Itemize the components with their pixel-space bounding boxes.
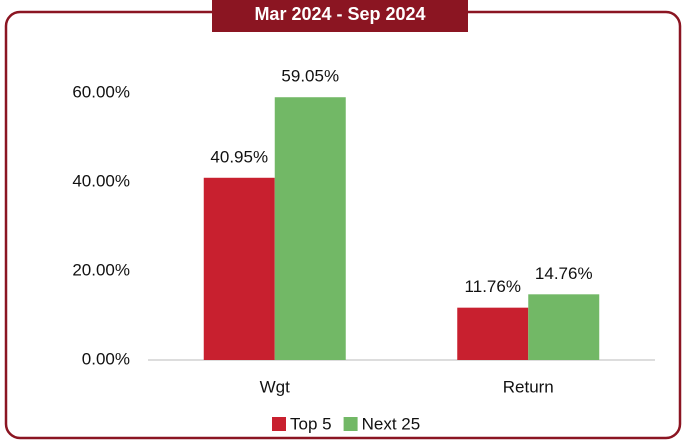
y-tick-label: 40.00%	[72, 171, 130, 190]
bar	[528, 294, 599, 360]
y-tick-label: 60.00%	[72, 82, 130, 101]
value-label: 11.76%	[465, 277, 521, 296]
legend-label: Top 5	[290, 414, 332, 433]
y-tick-label: 0.00%	[82, 349, 130, 368]
x-tick-label: Wgt	[260, 377, 291, 396]
bar	[275, 97, 346, 360]
bar	[457, 308, 528, 360]
legend-swatch	[272, 417, 286, 431]
value-label: 14.76%	[535, 264, 593, 283]
value-label: 40.95%	[210, 147, 268, 166]
legend-label: Next 25	[362, 414, 421, 433]
legend-swatch	[344, 417, 358, 431]
chart: Mar 2024 - Sep 2024 0.00% 20.00% 40.00% 60.…	[0, 0, 687, 443]
y-tick-label: 20.00%	[72, 260, 130, 279]
value-label: 59.05%	[281, 67, 339, 86]
bar	[204, 178, 275, 360]
chart-title: Mar 2024 - Sep 2024	[254, 4, 425, 24]
x-tick-label: Return	[503, 377, 554, 396]
